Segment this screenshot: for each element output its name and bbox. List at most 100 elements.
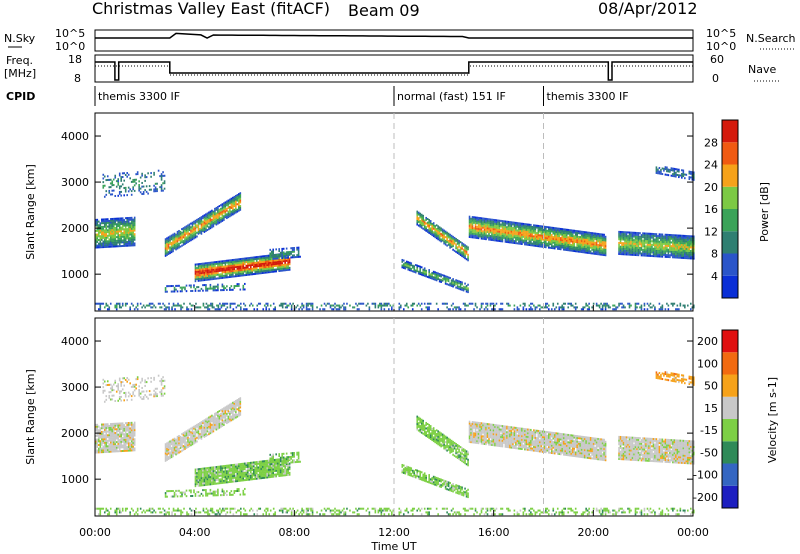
power-cell (240, 306, 242, 309)
power-cell (604, 306, 607, 309)
power-cell (218, 268, 221, 271)
power-cell (691, 239, 694, 242)
power-cell (235, 204, 237, 207)
power-cell (260, 272, 263, 275)
power-cell (553, 308, 556, 311)
power-cell (627, 249, 629, 252)
power-cell (627, 240, 629, 243)
power-cell (216, 308, 218, 311)
velocity-cell (121, 433, 124, 436)
power-cell (446, 239, 448, 242)
power-cell (214, 285, 216, 288)
power-cell (435, 235, 438, 238)
velocity-cell (105, 438, 108, 441)
power-cell (273, 255, 276, 258)
power-cell (485, 223, 487, 226)
power-cell (685, 249, 688, 252)
power-cell (238, 198, 240, 201)
power-cell (652, 242, 655, 245)
power-cell (426, 229, 429, 232)
power-cell (118, 239, 121, 242)
power-cell (542, 229, 544, 232)
power-cell (684, 247, 686, 250)
power-cell (284, 267, 286, 270)
power-cell (422, 214, 425, 217)
power-cell (675, 168, 677, 171)
power-cell (530, 229, 532, 232)
power-cell (494, 226, 496, 229)
power-cell (221, 275, 224, 278)
power-cell (585, 302, 587, 305)
power-cell (585, 244, 587, 247)
power-cell (210, 302, 212, 305)
power-cell (197, 289, 200, 292)
power-cell (519, 231, 522, 234)
power-cell (562, 306, 565, 309)
power-cell (672, 237, 674, 240)
power-cell (681, 251, 683, 254)
power-cell (556, 238, 559, 241)
power-cell (188, 232, 191, 235)
power-cell (251, 260, 254, 263)
power-cell (428, 230, 430, 233)
power-cell (297, 248, 300, 251)
power-cell (425, 306, 427, 309)
power-cell (437, 234, 439, 237)
velocity-cell (123, 448, 126, 451)
power-cell (180, 306, 182, 309)
power-cell (263, 264, 266, 267)
velocity-cell (130, 447, 133, 450)
power-cell (479, 229, 481, 232)
power-cell (455, 247, 457, 250)
power-cell (628, 233, 631, 236)
power-cell (503, 227, 505, 230)
power-cell (413, 302, 416, 305)
power-cell (501, 221, 504, 224)
power-cell (358, 308, 360, 311)
power-cell (184, 237, 186, 240)
power-cell (226, 261, 228, 264)
power-cell (518, 227, 520, 230)
power-cell (582, 234, 584, 237)
power-cell (657, 170, 659, 173)
power-cell (544, 233, 547, 236)
power-cell (108, 221, 111, 224)
power-cell (488, 218, 490, 221)
power-cell (488, 233, 490, 236)
power-cell (498, 239, 501, 242)
power-cell (453, 249, 456, 252)
power-cell (574, 229, 577, 232)
power-cell (690, 172, 692, 175)
power-cell (675, 241, 677, 244)
power-cell (133, 180, 136, 183)
power-cell (102, 240, 105, 243)
power-cell (404, 267, 407, 270)
power-cell (199, 231, 201, 234)
power-cell (420, 224, 423, 227)
power-cell (589, 252, 592, 255)
power-cell (625, 233, 628, 236)
velocity-cell (109, 430, 112, 433)
power-cell (634, 235, 637, 238)
power-cell (267, 260, 270, 263)
power-cell (682, 238, 685, 241)
power-cell (223, 207, 225, 210)
power-cell (544, 246, 547, 249)
power-cell (657, 238, 659, 241)
power-cell (170, 249, 173, 252)
power-cell (435, 302, 438, 305)
power-cell (112, 230, 115, 233)
power-cell (552, 304, 555, 307)
velocity-cell (103, 449, 106, 452)
power-cell (485, 230, 487, 233)
power-cell (467, 291, 469, 294)
velocity-cell (102, 447, 105, 450)
power-cell (416, 217, 419, 220)
velocity-cell (109, 391, 112, 394)
power-cell (503, 233, 505, 236)
power-cell (380, 304, 383, 307)
power-cell (111, 184, 114, 187)
velocity-cell (124, 449, 127, 452)
power-cell (428, 272, 430, 275)
power-cell (132, 222, 134, 225)
